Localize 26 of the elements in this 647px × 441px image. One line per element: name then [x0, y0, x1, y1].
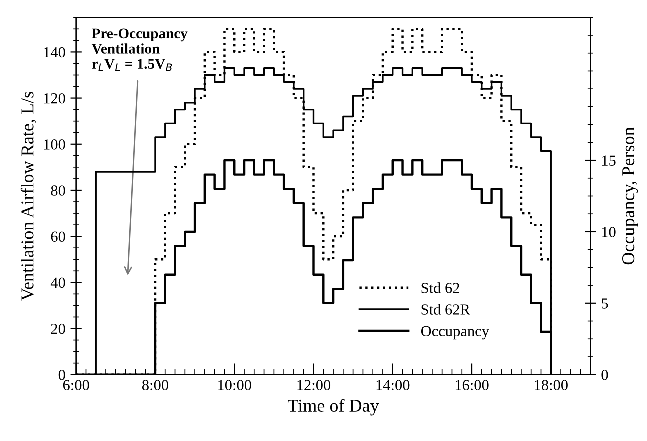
y2-tick-label: 0 — [602, 370, 608, 380]
x-tick-label: 8:00 — [142, 380, 168, 391]
legend-label: Occupancy — [421, 326, 490, 340]
y2-tick-label: 5 — [602, 298, 608, 309]
y-tick-label: 60 — [51, 232, 66, 242]
x-tick-label: 18:00 — [535, 380, 568, 391]
y-tick-label: 40 — [50, 278, 66, 288]
y-tick-label: 20 — [51, 324, 66, 334]
x-tick-label: 16:00 — [456, 380, 489, 391]
x-axis-title: Time of Day — [288, 399, 380, 416]
legend-label: Std 62 — [422, 282, 460, 294]
x-tick-label: 14:00 — [376, 380, 410, 391]
x-tick-label: 6:00 — [63, 380, 90, 391]
y2-tick-label: 15 — [602, 156, 616, 166]
annotation: Pre-Occupancy Ventilation r$_{L}$V$_{L}$ = 1.5V$_{B}$ — [92, 28, 188, 72]
y2-axis-title: Occupancy, Person — [622, 127, 638, 265]
y-tick-label: 100 — [44, 140, 66, 150]
y-tick-label: 0 — [58, 370, 66, 380]
y-tick-label: 120 — [44, 93, 66, 104]
y-tick-label: 80 — [51, 186, 66, 196]
y-tick-label: 140 — [44, 47, 66, 58]
legend-label: Std 62R — [422, 304, 470, 315]
y2-tick-label: 10 — [602, 227, 616, 238]
x-tick-label: 10:00 — [218, 380, 252, 391]
y-axis-title: Ventilation Airflow Rate, L/s — [20, 92, 36, 301]
x-tick-label: 12:00 — [298, 380, 331, 391]
